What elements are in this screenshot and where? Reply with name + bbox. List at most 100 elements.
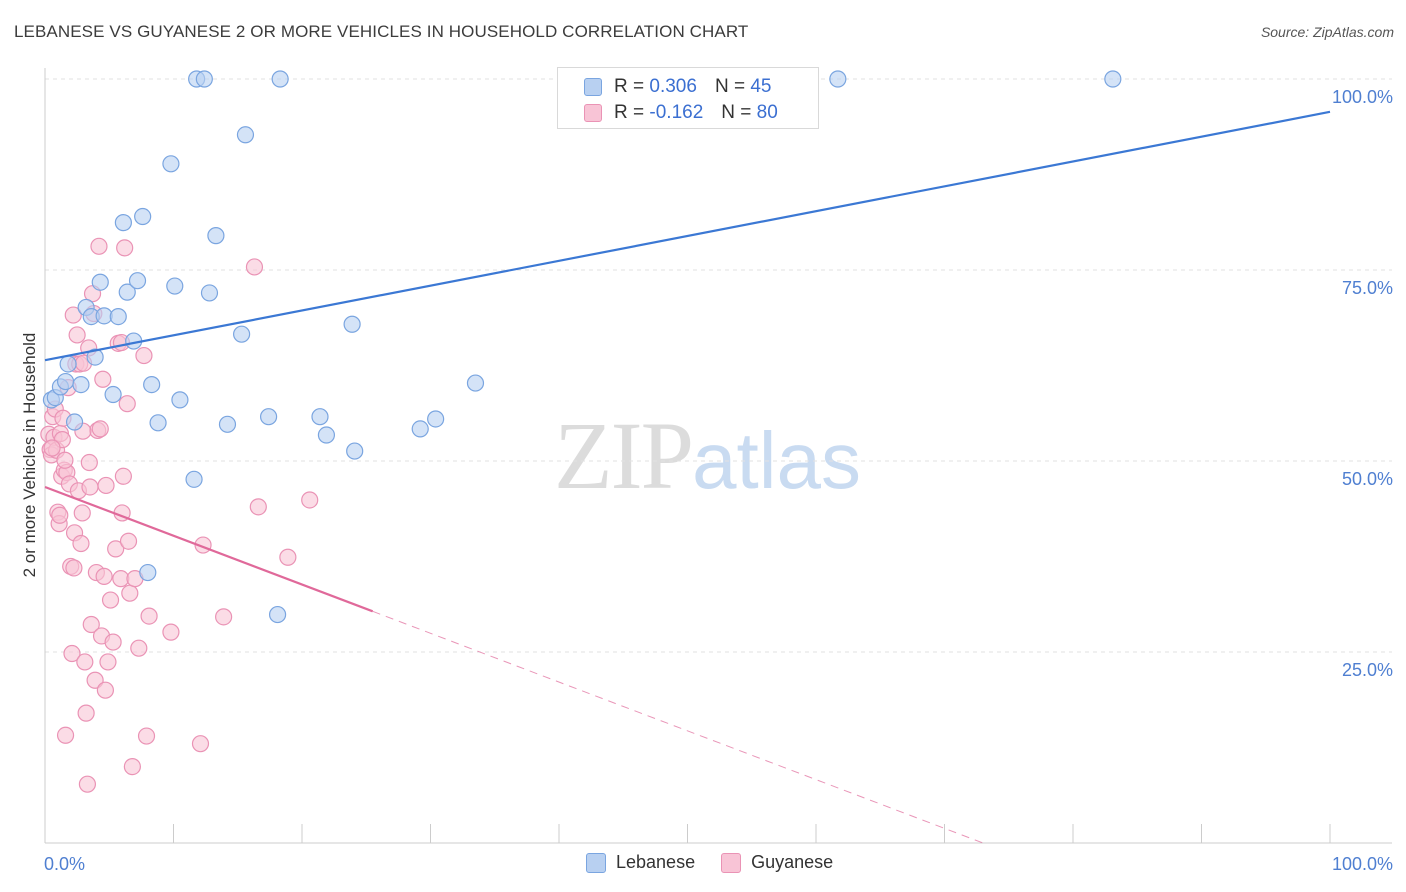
legend-r-value: 0.306: [649, 76, 697, 97]
x-tick-label: 100.0%: [1332, 854, 1393, 874]
legend-r-label: R =: [614, 76, 645, 97]
guyanese-point: [94, 370, 112, 388]
y-tick-label: 25.0%: [1342, 660, 1393, 680]
lebanese-point: [427, 410, 445, 428]
legend-item-lebanese[interactable]: Lebanese: [586, 852, 695, 873]
lebanese-point: [143, 376, 161, 394]
lebanese-point: [104, 385, 122, 404]
legend-row-guyanese: R = -0.162 N = 80: [584, 101, 778, 125]
lebanese-point: [56, 372, 75, 391]
legend-r-value: -0.162: [649, 102, 704, 123]
watermark-zip: ZIP: [554, 402, 694, 509]
lebanese-point: [259, 408, 278, 426]
y-axis-label: 2 or more Vehicles in Household: [20, 332, 39, 578]
guyanese-trend-extension: [372, 610, 984, 844]
guyanese-point: [116, 239, 134, 257]
lebanese-point: [311, 408, 329, 426]
guyanese-point: [76, 653, 94, 671]
legend-label-lebanese: Lebanese: [616, 852, 696, 872]
lebanese-point: [236, 126, 255, 144]
guyanese-point: [78, 775, 97, 793]
guyanese-point: [249, 498, 267, 516]
guyanese-point: [104, 633, 122, 651]
legend-row-lebanese: R = 0.306 N = 45: [584, 75, 771, 99]
lebanese-point: [233, 325, 251, 343]
guyanese-trend-line: [44, 485, 374, 613]
legend-n-value: 45: [750, 76, 772, 97]
lebanese-point: [162, 155, 180, 173]
guyanese-point: [65, 559, 83, 577]
guyanese-point: [279, 548, 297, 566]
guyanese-point: [64, 306, 82, 324]
guyanese-point: [51, 506, 69, 524]
lebanese-point: [200, 284, 219, 302]
series-legend: Lebanese Guyanese: [586, 852, 859, 873]
guyanese-point: [91, 420, 109, 438]
lebanese-point: [207, 227, 225, 245]
legend-n-value: 80: [756, 102, 778, 123]
lebanese-trend-line: [44, 110, 1331, 362]
guyanese-point: [123, 757, 141, 776]
guyanese-point: [130, 639, 148, 657]
guyanese-point: [215, 608, 233, 626]
guyanese-point: [118, 395, 136, 413]
guyanese-point: [56, 726, 75, 744]
guyanese-point: [135, 346, 153, 365]
lebanese-point: [139, 563, 157, 582]
lebanese-swatch: [586, 852, 606, 873]
x-tick-label: 0.0%: [44, 854, 85, 874]
lebanese-point: [829, 70, 847, 88]
lebanese-point: [317, 426, 336, 444]
lebanese-point: [466, 374, 485, 392]
lebanese-point: [91, 273, 109, 291]
guyanese-point: [121, 584, 139, 602]
lebanese-point: [411, 420, 429, 438]
lebanese-point: [218, 415, 237, 433]
lebanese-point: [109, 308, 127, 326]
guyanese-point: [95, 567, 113, 585]
lebanese-point: [271, 70, 289, 88]
guyanese-point: [137, 727, 156, 745]
guyanese-point: [97, 476, 115, 495]
lebanese-point: [114, 214, 132, 232]
guyanese-point: [191, 735, 210, 753]
guyanese-point: [99, 653, 117, 671]
guyanese-point: [82, 615, 100, 634]
lebanese-point: [65, 413, 84, 431]
guyanese-point: [68, 326, 86, 344]
lebanese-point: [128, 272, 147, 290]
chart-title: LEBANESE VS GUYANESE 2 OR MORE VEHICLES …: [14, 22, 749, 41]
lebanese-point: [59, 355, 77, 373]
guyanese-swatch: [584, 104, 602, 122]
lebanese-point: [86, 348, 104, 366]
lebanese-point: [268, 605, 287, 624]
guyanese-point: [140, 607, 158, 625]
guyanese-point: [72, 534, 90, 553]
legend-label-guyanese: Guyanese: [751, 852, 834, 872]
guyanese-point: [86, 671, 104, 689]
guyanese-point: [63, 644, 81, 663]
lebanese-point: [185, 470, 203, 488]
source-credit: Source: ZipAtlas.com: [1260, 24, 1394, 40]
guyanese-point: [101, 591, 120, 609]
guyanese-point: [119, 532, 138, 550]
legend-n-label: N =: [721, 102, 752, 123]
lebanese-point: [134, 207, 152, 226]
legend-n-label: N =: [714, 76, 746, 97]
legend-item-guyanese[interactable]: Guyanese: [721, 852, 833, 873]
lebanese-point: [149, 414, 167, 432]
guyanese-point: [107, 540, 125, 558]
guyanese-point: [90, 237, 108, 255]
y-tick-label: 50.0%: [1342, 469, 1393, 489]
lebanese-point: [171, 391, 189, 409]
y-tick-label: 100.0%: [1332, 87, 1393, 107]
lebanese-point: [1104, 70, 1122, 88]
lebanese-point: [166, 277, 184, 295]
lebanese-swatch: [584, 78, 602, 96]
guyanese-point: [73, 504, 91, 522]
guyanese-point: [96, 681, 114, 699]
lebanese-point: [72, 376, 90, 394]
lebanese-point: [346, 442, 364, 460]
guyanese-point: [81, 478, 99, 496]
